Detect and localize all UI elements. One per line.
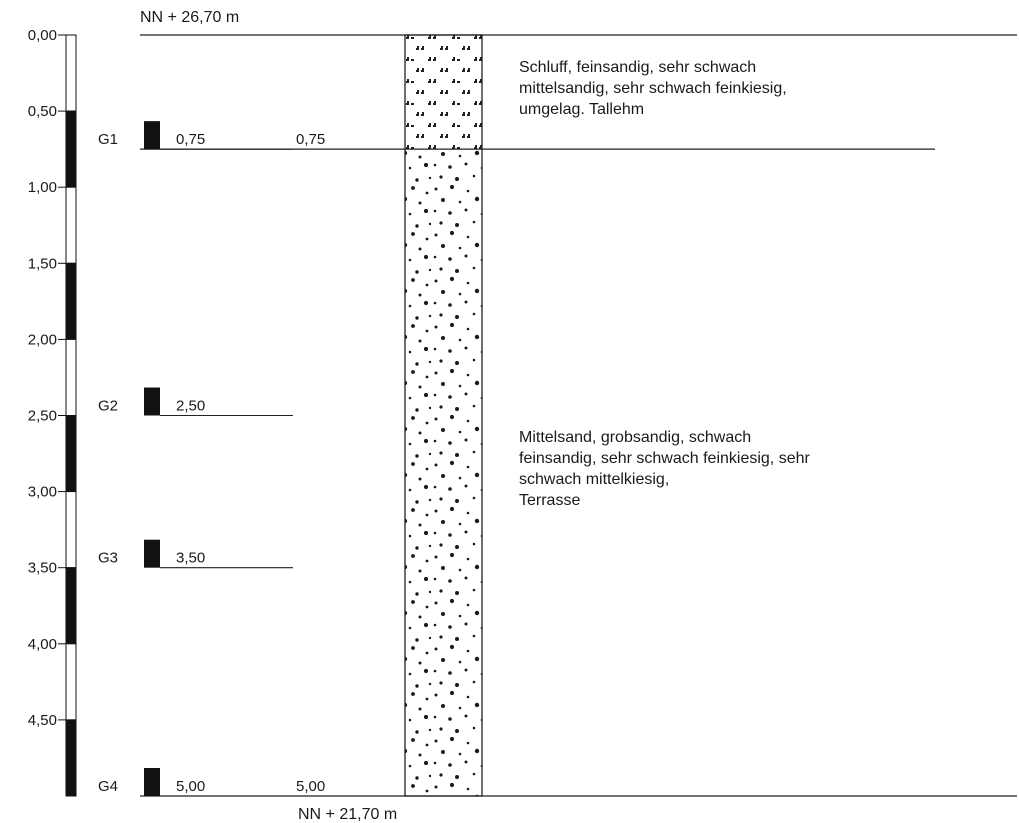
top-elevation: NN + 26,70 m [140,9,239,26]
sample-id: G2 [98,398,118,415]
layer-description-line: schwach mittelkiesig, [519,471,669,488]
tick-label: 4,50 [28,712,57,729]
tick-label: 3,00 [28,484,57,501]
tick-label: 1,00 [28,179,57,196]
sample-markers: G1 0,75 0,75 G2 2,50 G3 3,50 G4 5,00 5,00 [98,121,325,797]
sample-marker [144,387,160,416]
sample-marker [144,768,160,796]
scale-band [65,567,77,645]
soil-column [140,34,935,797]
layer-description-line: Mittelsand, grobsandig, schwach [519,429,751,446]
scale-band [65,643,77,721]
scale-band [65,186,77,264]
sample-depth: 0,75 [176,131,205,148]
sample-id: G3 [98,550,118,567]
scale-band [65,719,77,797]
sample-marker [144,539,160,568]
scale-band [65,338,77,416]
depth-scale [65,34,77,797]
scale-band [65,110,77,188]
layer-description-line: feinsandig, sehr schwach feinkiesig, seh… [519,450,810,467]
sample-depth: 3,50 [176,550,205,567]
layer-description-line: mittelsandig, sehr schwach feinkiesig, [519,80,787,97]
tick-label: 0,50 [28,103,57,120]
scale-band [65,415,77,493]
tick-label: 2,00 [28,331,57,348]
tick-label: 4,00 [28,636,57,653]
scale-band [65,262,77,340]
layer-description-line: Terrasse [519,492,580,509]
sample-depth: 5,00 [176,778,205,795]
layer-description-line: umgelag. Tallehm [519,101,644,118]
layer-fill-sand [405,149,482,796]
sample-id: G4 [98,778,118,795]
depth-scale-ticks: 0,00 0,50 1,00 1,50 2,00 2,50 3,00 3,50 4,00 4,50 [28,27,66,729]
sample-id: G1 [98,131,118,148]
layer-fill-silt [405,35,482,150]
layer-descriptions: Schluff, feinsandig, sehr schwach mittels… [519,59,810,509]
boundary-depth: 5,00 [296,778,325,795]
boundary-depth: 0,75 [296,131,325,148]
scale-band [65,491,77,569]
sample-depth: 2,50 [176,398,205,415]
tick-label: 0,00 [28,27,57,44]
layer-description-line: Schluff, feinsandig, sehr schwach [519,59,756,76]
column-outline [404,34,483,797]
tick-label: 3,50 [28,560,57,577]
tick-label: 2,50 [28,408,57,425]
tick-label: 1,50 [28,255,57,272]
scale-band [65,34,77,112]
bottom-elevation: NN + 21,70 m [298,806,397,823]
sample-marker [144,121,160,150]
